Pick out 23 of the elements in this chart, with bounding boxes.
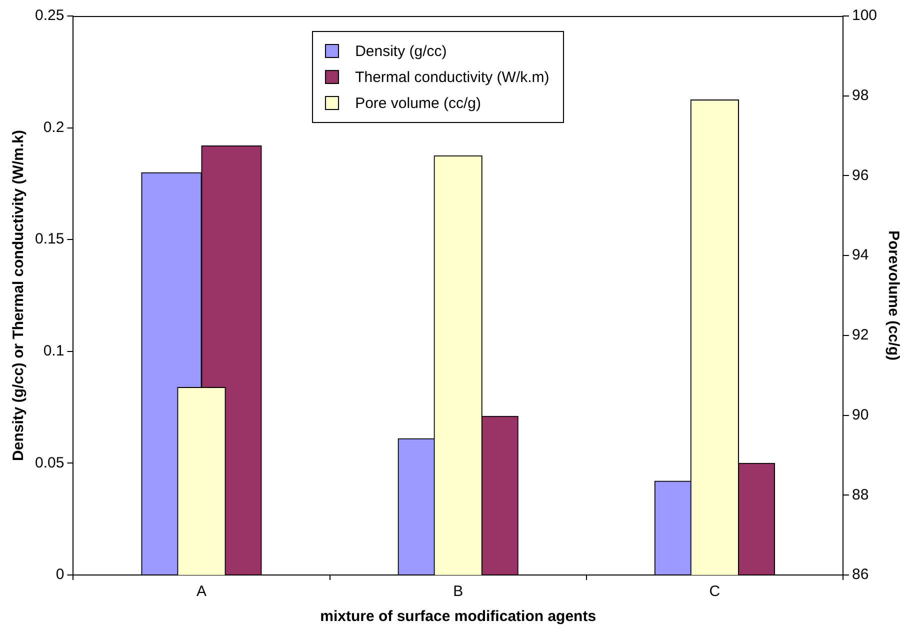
y-tick-label: 0.15 xyxy=(34,230,64,248)
y2-tick-label: 98 xyxy=(852,87,869,104)
y2-axis-title: Porevolume (cc/g) xyxy=(884,230,902,361)
y-tick-label: 0.2 xyxy=(43,118,64,136)
legend-label: Pore volume (cc/g) xyxy=(355,94,481,112)
y2-tick-label: 100 xyxy=(852,7,878,24)
x-axis-title: mixture of surface modification agents xyxy=(320,608,596,626)
legend-label: Thermal conductivity (W/k.m) xyxy=(355,68,550,86)
y-axis-title: Density (g/cc) or Thermal conductivity (W/m.k) xyxy=(10,130,28,461)
x-tick-label: C xyxy=(709,583,720,600)
y2-tick-label: 86 xyxy=(852,566,869,584)
y-tick-label: 0.25 xyxy=(34,7,64,24)
y-tick-label: 0.05 xyxy=(34,454,64,472)
y2-tick-label: 94 xyxy=(852,246,869,264)
x-tick-label: A xyxy=(196,583,206,600)
legend-label: Density (g/cc) xyxy=(355,42,447,60)
y2-tick-label: 92 xyxy=(852,326,869,344)
y2-tick-label: 96 xyxy=(852,166,869,184)
y-tick-label: 0.1 xyxy=(43,342,64,360)
y-tick-label: 0 xyxy=(56,566,64,584)
x-tick-label: B xyxy=(453,583,464,600)
y2-tick-label: 88 xyxy=(852,486,869,504)
y2-tick-label: 90 xyxy=(852,406,869,424)
